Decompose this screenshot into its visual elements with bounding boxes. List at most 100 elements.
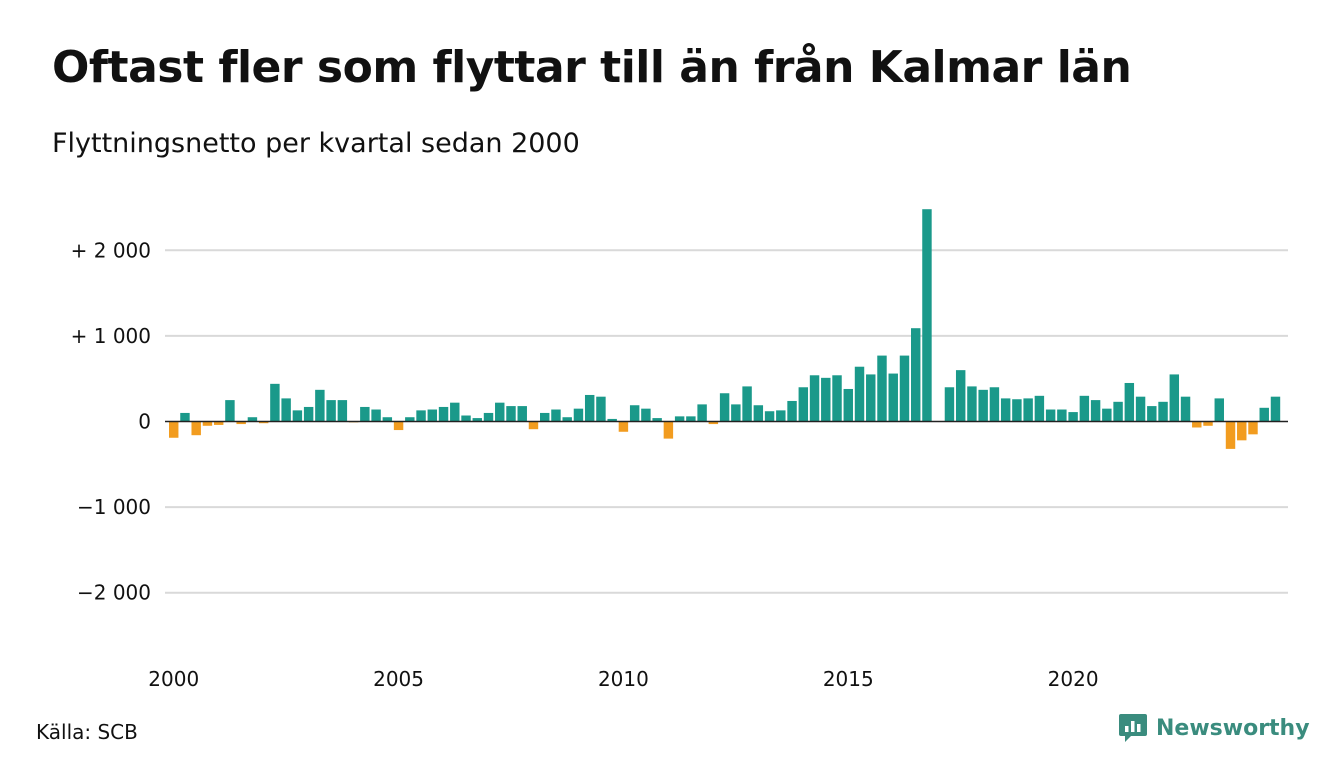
bar bbox=[506, 406, 516, 422]
bar bbox=[967, 386, 977, 422]
chart-title: Oftast fler som flyttar till än från Kal… bbox=[52, 42, 1132, 93]
chart-subtitle: Flyttningsnetto per kvartal sedan 2000 bbox=[52, 128, 580, 159]
bar bbox=[427, 409, 438, 422]
bar bbox=[629, 405, 640, 422]
bar bbox=[1237, 421, 1247, 441]
bar bbox=[461, 415, 471, 422]
bar bbox=[326, 400, 336, 422]
bar bbox=[371, 409, 381, 422]
bar bbox=[1135, 396, 1146, 422]
bar bbox=[315, 389, 325, 422]
bar bbox=[247, 417, 258, 422]
bar bbox=[1023, 398, 1033, 422]
bar bbox=[674, 416, 685, 422]
y-tick-label: 0 bbox=[138, 410, 151, 434]
bar bbox=[809, 375, 820, 422]
y-tick-label: + 2 000 bbox=[71, 238, 151, 262]
bar bbox=[191, 421, 201, 436]
y-tick-label: −1 000 bbox=[77, 495, 151, 519]
bar bbox=[1192, 421, 1202, 428]
bar bbox=[596, 396, 606, 422]
bar bbox=[1090, 400, 1101, 422]
y-axis-labels: + 2 000 + 1 000 0 −1 000 −2 000 bbox=[71, 238, 151, 604]
bar bbox=[697, 404, 707, 422]
newsworthy-logo-icon bbox=[1119, 714, 1147, 742]
bar bbox=[1102, 408, 1112, 422]
bar bbox=[944, 387, 955, 422]
x-tick-label: 2010 bbox=[598, 667, 649, 691]
bar bbox=[1147, 406, 1157, 422]
bar bbox=[798, 387, 809, 422]
bar bbox=[584, 394, 595, 422]
bar bbox=[1034, 395, 1045, 422]
bar bbox=[854, 366, 865, 422]
bar bbox=[1068, 412, 1078, 422]
bar bbox=[877, 355, 887, 422]
bar bbox=[731, 404, 741, 422]
bar bbox=[1169, 374, 1180, 422]
bar bbox=[1203, 421, 1213, 426]
bar bbox=[270, 383, 280, 422]
bar bbox=[337, 400, 348, 422]
bar-chart: + 2 000 + 1 000 0 −1 000 −2 000 2000 2005 2010… bbox=[71, 209, 1288, 691]
bar bbox=[1124, 382, 1135, 422]
bar bbox=[1045, 409, 1056, 422]
bar bbox=[1214, 398, 1224, 422]
bar bbox=[989, 387, 1000, 422]
bar bbox=[866, 374, 876, 422]
bar bbox=[416, 410, 426, 422]
bar bbox=[888, 373, 898, 422]
bar bbox=[663, 421, 674, 439]
bar bbox=[787, 400, 797, 422]
brand-logo: Newsworthy bbox=[1118, 712, 1310, 744]
y-tick-label: + 1 000 bbox=[71, 324, 151, 348]
bar bbox=[776, 410, 786, 422]
bar bbox=[922, 209, 932, 422]
bar bbox=[360, 406, 370, 422]
bar bbox=[258, 421, 269, 424]
bar bbox=[1113, 401, 1123, 422]
bar bbox=[832, 375, 842, 422]
bar bbox=[382, 417, 393, 422]
bar bbox=[753, 405, 764, 422]
bar bbox=[708, 421, 719, 425]
bar bbox=[843, 388, 853, 422]
bar bbox=[562, 417, 572, 422]
bar bbox=[573, 408, 584, 422]
bar bbox=[393, 421, 404, 431]
bar bbox=[213, 421, 224, 425]
bar bbox=[438, 406, 449, 422]
bar bbox=[483, 412, 494, 422]
bar bbox=[1079, 395, 1090, 422]
bar bbox=[202, 421, 213, 426]
bar bbox=[405, 417, 415, 422]
bar bbox=[551, 409, 561, 422]
bar bbox=[450, 402, 460, 422]
bar bbox=[607, 418, 617, 422]
bar bbox=[719, 393, 730, 422]
bar bbox=[225, 400, 235, 422]
brand-name: Newsworthy bbox=[1156, 715, 1310, 741]
bar bbox=[764, 411, 775, 422]
bar bbox=[292, 410, 303, 422]
bar bbox=[236, 421, 246, 425]
bar bbox=[1057, 409, 1067, 422]
bars bbox=[169, 209, 1281, 449]
bar bbox=[742, 386, 752, 422]
bar bbox=[472, 418, 482, 422]
bar bbox=[686, 416, 696, 422]
bar bbox=[955, 370, 966, 422]
x-tick-label: 2000 bbox=[148, 667, 199, 691]
x-axis-labels: 2000 2005 2010 2015 2020 bbox=[148, 667, 1098, 691]
bar bbox=[281, 398, 291, 422]
bar bbox=[978, 389, 988, 422]
grid-layer bbox=[165, 249, 1288, 594]
x-tick-label: 2020 bbox=[1048, 667, 1099, 691]
bar bbox=[1270, 396, 1281, 422]
bar bbox=[1000, 398, 1011, 422]
bar bbox=[899, 355, 910, 422]
x-tick-label: 2015 bbox=[823, 667, 874, 691]
bar bbox=[652, 418, 662, 422]
bar bbox=[1259, 407, 1269, 422]
bar bbox=[528, 421, 539, 430]
